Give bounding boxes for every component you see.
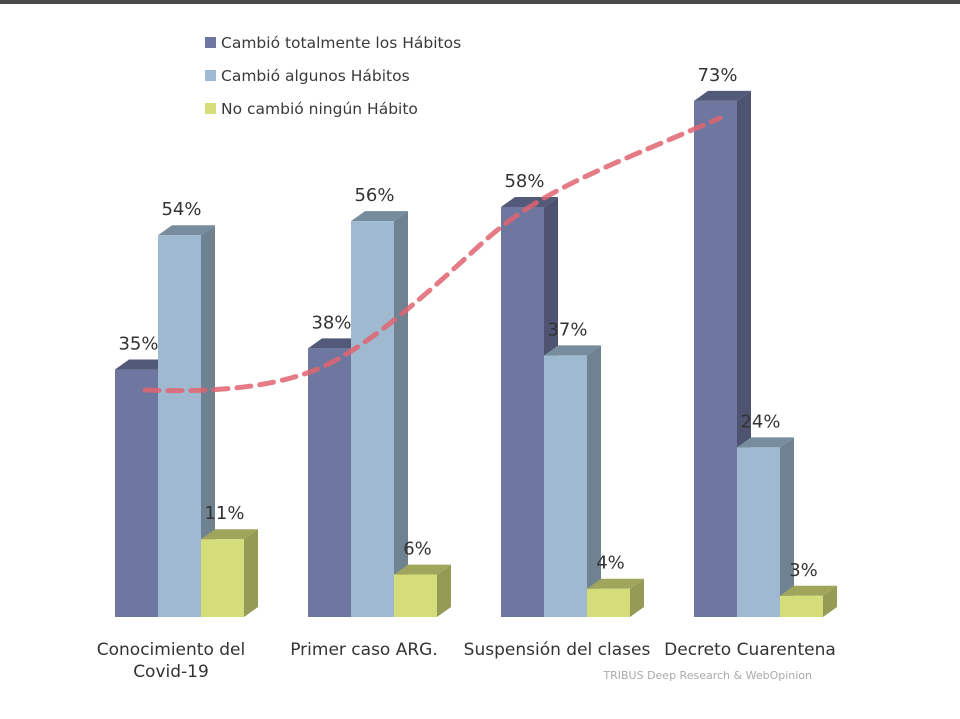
data-label: 24% xyxy=(740,411,780,432)
bar xyxy=(201,539,244,617)
category-label: Covid-19 xyxy=(133,662,209,682)
category-label: Primer caso ARG. xyxy=(290,640,438,660)
bar-top xyxy=(201,529,258,540)
bar xyxy=(394,574,437,617)
category-label: Conocimiento del xyxy=(97,640,245,660)
bar-side xyxy=(201,225,215,617)
legend-label: No cambió ningún Hábito xyxy=(221,100,418,118)
bar-top xyxy=(158,225,215,236)
data-label: 35% xyxy=(118,334,158,355)
bar xyxy=(737,447,780,617)
data-label: 37% xyxy=(547,319,587,340)
data-label: 3% xyxy=(789,560,818,581)
bar xyxy=(115,369,158,617)
top-border xyxy=(0,0,960,4)
bar-side xyxy=(587,345,601,617)
legend-label: Cambió algunos Hábitos xyxy=(221,67,410,85)
trend-line xyxy=(142,115,723,394)
bar xyxy=(694,100,737,617)
data-label: 56% xyxy=(354,185,394,206)
bar-side xyxy=(823,585,837,617)
bar xyxy=(587,588,630,617)
data-label: 73% xyxy=(697,65,737,86)
bar xyxy=(501,206,544,617)
legend-label: Cambió totalmente los Hábitos xyxy=(221,34,461,52)
bar-top xyxy=(308,338,365,349)
bar-top xyxy=(737,437,794,448)
data-label: 11% xyxy=(204,503,244,524)
data-label: 38% xyxy=(311,312,351,333)
data-label: 54% xyxy=(161,199,201,220)
bar-top xyxy=(694,90,751,101)
bar-side xyxy=(244,529,258,617)
bar-top xyxy=(544,345,601,356)
data-label: 58% xyxy=(504,171,544,192)
bar-side xyxy=(780,437,794,617)
bar-top xyxy=(394,564,451,575)
legend-swatch xyxy=(205,103,216,114)
category-label: Decreto Cuarentena xyxy=(664,640,836,660)
data-label: 4% xyxy=(596,553,625,574)
legend-swatch xyxy=(205,70,216,81)
bar-top xyxy=(115,359,172,370)
data-label: 6% xyxy=(403,539,432,560)
bar xyxy=(158,235,201,617)
bar-top xyxy=(351,211,408,222)
legend-swatch xyxy=(205,37,216,48)
bar xyxy=(544,355,587,617)
bar-top xyxy=(780,585,837,596)
category-label: Suspensión del clases xyxy=(464,640,651,660)
bar-side xyxy=(437,564,451,617)
bar-side xyxy=(630,578,644,617)
bar-top xyxy=(587,578,644,589)
bar xyxy=(308,348,351,617)
source-watermark: TRIBUS Deep Research & WebOpinion xyxy=(602,669,812,682)
bar xyxy=(780,595,823,617)
bar xyxy=(351,221,394,617)
